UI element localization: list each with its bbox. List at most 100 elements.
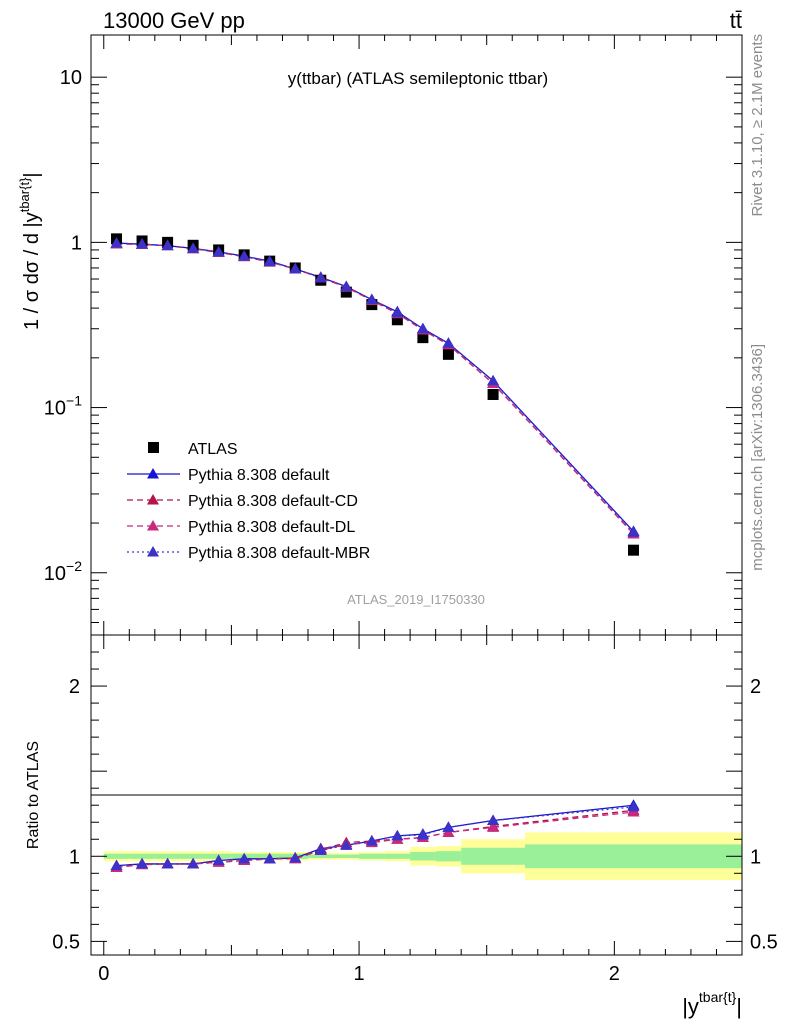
main-y-tick-base: 1 xyxy=(71,232,82,254)
x-axis-label-text: |y xyxy=(682,994,699,1019)
x-axis-label-end: | xyxy=(736,994,742,1019)
main-y-tick-exponent: −2 xyxy=(66,558,82,574)
ratio-green-band xyxy=(461,847,525,865)
ratio-green-band xyxy=(359,853,385,859)
legend-entry-label: Pythia 8.308 default-DL xyxy=(188,519,355,536)
legend: ATLAS Pythia 8.308 default Pythia 8.308 de… xyxy=(127,441,370,562)
ratio-series-marker xyxy=(289,851,302,863)
main-series-marker xyxy=(110,237,123,248)
main-series-marker xyxy=(187,242,200,253)
main-chart-title: y(ttbar) (ATLAS semileptonic ttbar) xyxy=(288,69,548,88)
main-y-tick-label: 10−2 xyxy=(44,558,82,585)
legend-entry-label: Pythia 8.308 default xyxy=(188,467,330,484)
atlas-data-point xyxy=(391,314,403,326)
main-y-tick-exponent: −1 xyxy=(66,393,82,409)
ratio-green-band xyxy=(333,854,360,858)
main-series-marker xyxy=(442,337,455,348)
main-y-tick-label: 10−1 xyxy=(44,393,82,420)
atlas-data-point xyxy=(340,286,352,298)
main-series-marker xyxy=(289,262,302,274)
legend-marker xyxy=(147,468,159,479)
ratio-y-tick-label: 2 xyxy=(69,676,80,698)
main-series-marker xyxy=(263,255,276,267)
main-series-marker xyxy=(627,526,640,537)
mcplots-label: mcplots.cern.ch [arXiv:1306.3436] xyxy=(749,344,766,571)
x-axis-label-sup: tbar{t} xyxy=(699,989,737,1005)
x-tick-label: 2 xyxy=(609,963,620,985)
main-y-tick-label: 1 xyxy=(71,232,82,254)
ratio-y-tick-label-right: 0.5 xyxy=(750,931,778,953)
ratio-series-marker xyxy=(238,852,251,864)
atlas-data-point xyxy=(442,348,454,360)
x-axis-label: |ytbar{t}| xyxy=(682,989,742,1019)
atlas-data-point xyxy=(417,332,429,344)
main-series-marker xyxy=(314,271,327,283)
main-series-line xyxy=(116,243,634,535)
ratio-series-line xyxy=(116,811,634,868)
main-series-marker xyxy=(365,293,378,305)
main-series-marker xyxy=(161,239,174,251)
ratio-y-tick-label: 1 xyxy=(69,846,80,868)
ratio-series-marker xyxy=(263,852,276,864)
atlas-data-point xyxy=(628,544,639,556)
ratio-axes: 0.5 0.5 1 1 2 2 0 1 2 xyxy=(52,634,778,985)
main-series-line xyxy=(116,242,634,533)
ratio-y-axis-label: Ratio to ATLAS xyxy=(25,741,42,849)
ratio-series-marker xyxy=(314,844,327,855)
legend-entry-label: Pythia 8.308 default-CD xyxy=(188,493,358,510)
ratio-series-marker xyxy=(212,854,225,866)
ratio-series-marker xyxy=(187,857,200,869)
x-tick-label: 0 xyxy=(98,963,109,985)
legend-entry-label: ATLAS xyxy=(188,441,238,458)
ratio-series-marker xyxy=(110,859,123,871)
main-y-axis-label-text: 1 / σ dσ / d |y xyxy=(21,212,43,330)
main-series-marker xyxy=(136,238,149,249)
main-panel: y(ttbar) (ATLAS semileptonic ttbar) ATLA… xyxy=(17,34,743,636)
ratio-series-marker xyxy=(365,834,378,846)
main-series-line xyxy=(116,243,634,535)
ratio-frame xyxy=(90,634,743,956)
main-series-line xyxy=(116,242,634,532)
legend-marker xyxy=(147,520,159,531)
ratio-series-marker xyxy=(487,821,500,832)
ratio-series-marker xyxy=(161,857,174,869)
main-y-axis-label: 1 / σ dσ / d |ytbar{t}| xyxy=(17,172,43,330)
x-tick-label: 1 xyxy=(353,963,364,985)
main-y-tick-base: 10 xyxy=(44,398,66,420)
ratio-green-band xyxy=(384,853,411,859)
rivet-version-label: Rivet 3.1.10, ≥ 2.1M events xyxy=(749,34,766,217)
ratio-green-band xyxy=(435,851,462,862)
legend-entry-label: Pythia 8.308 default-MBR xyxy=(188,545,370,562)
atlas-data-point xyxy=(487,388,499,400)
main-series-marker xyxy=(238,250,251,261)
ratio-green-band xyxy=(525,844,742,869)
legend-marker xyxy=(147,546,159,557)
header-energy-label: 13000 GeV pp xyxy=(103,8,245,33)
ratio-series-marker xyxy=(442,821,455,832)
ratio-green-band xyxy=(308,854,334,858)
main-series-marker xyxy=(212,245,225,257)
header-process-label: tt̄ xyxy=(730,8,742,33)
ratio-series-marker xyxy=(487,814,500,826)
ratio-green-band xyxy=(129,853,155,859)
legend-marker xyxy=(147,494,159,505)
ratio-series-marker xyxy=(627,800,640,812)
ratio-series-marker xyxy=(391,829,404,841)
ratio-green-band xyxy=(103,853,130,859)
main-y-axis-label-end: | xyxy=(21,172,43,177)
ratio-series-layer xyxy=(110,799,640,872)
main-series-marker xyxy=(416,322,429,334)
analysis-watermark: ATLAS_2019_I1750330 xyxy=(347,592,485,607)
main-series-marker xyxy=(391,306,404,318)
main-y-tick-label: 10 xyxy=(60,67,82,89)
main-y-axis-label-sup: tbar{t} xyxy=(17,177,32,212)
main-y-tick-base: 10 xyxy=(44,563,66,585)
ratio-green-band xyxy=(154,853,181,859)
ratio-y-tick-label-right: 1 xyxy=(750,846,761,868)
ratio-series-marker xyxy=(416,829,429,840)
ratio-series-marker xyxy=(136,857,149,869)
ratio-series-marker xyxy=(340,839,353,850)
ratio-green-band xyxy=(410,852,436,861)
